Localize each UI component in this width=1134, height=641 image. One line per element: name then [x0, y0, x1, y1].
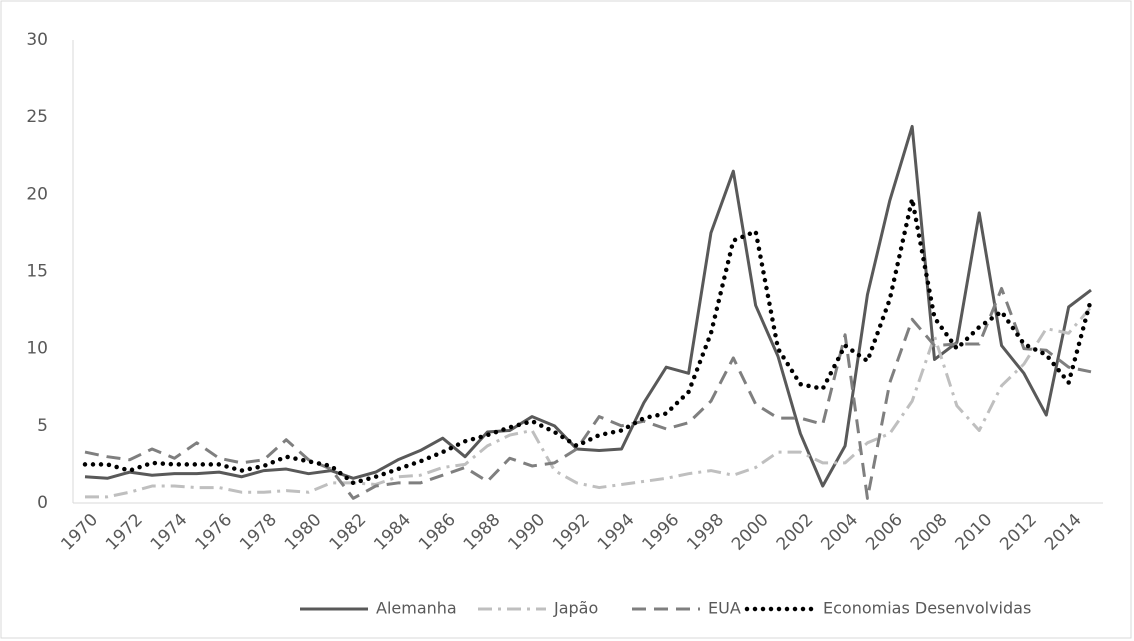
series-line: [84, 286, 1092, 500]
y-tick-label: 0: [37, 493, 48, 513]
y-tick-label: 30: [26, 30, 48, 50]
series-line: [85, 306, 1093, 499]
y-tick-label: 5: [37, 416, 48, 436]
y-tick-label: 10: [26, 339, 48, 359]
y-tick-label: 15: [26, 262, 48, 282]
y-tick-label: 20: [26, 184, 48, 204]
y-tick-label: 25: [26, 107, 48, 127]
legend-label: EUA: [708, 599, 741, 618]
legend-label: Japão: [553, 599, 598, 618]
series-line: [84, 124, 1092, 488]
series-line: [82, 196, 1094, 486]
legend-label: Alemanha: [376, 599, 457, 618]
legend-label: Economias Desenvolvidas: [823, 599, 1031, 618]
